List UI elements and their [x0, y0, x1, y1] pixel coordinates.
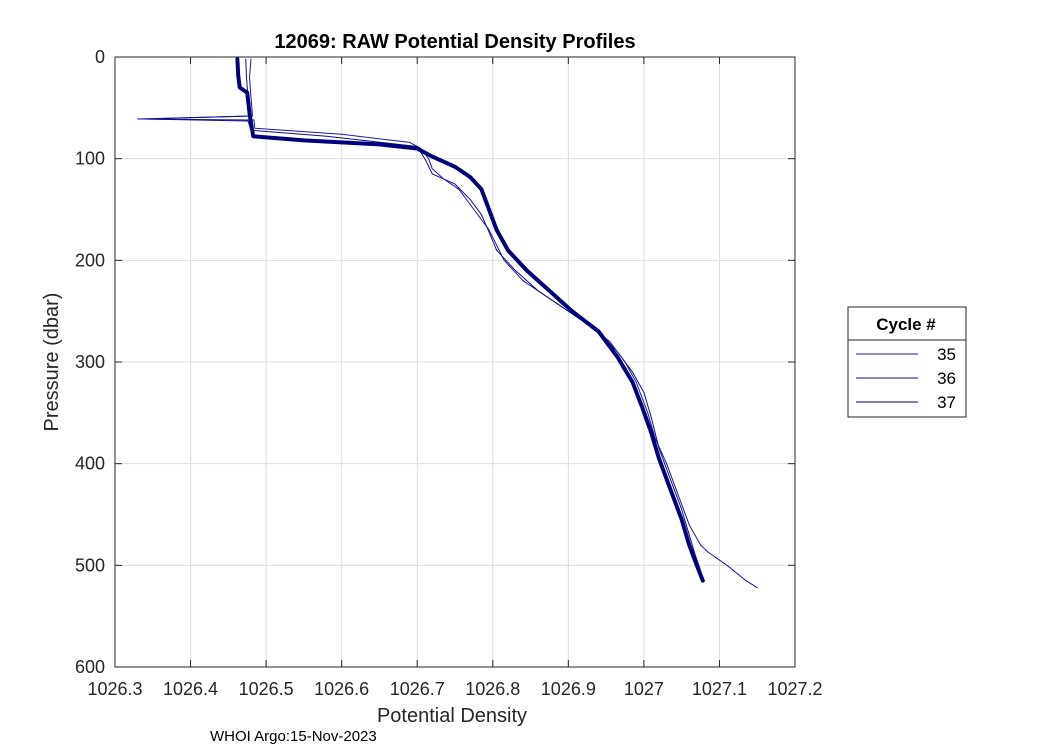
series-line-37: [235, 57, 705, 583]
legend-box: [847, 306, 967, 418]
legend-entries: 35 36 37: [856, 345, 956, 412]
x-tick-label: 1027.2: [767, 679, 822, 699]
x-tick-label: 1026.6: [314, 679, 369, 699]
x-tick-label: 1026.5: [239, 679, 294, 699]
y-tick-label: 600: [75, 657, 105, 677]
y-tick-label: 200: [75, 250, 105, 270]
x-tick-label: 1026.9: [541, 679, 596, 699]
x-axis-label: Potential Density: [377, 705, 527, 727]
series-line-35: [137, 58, 758, 589]
legend-title: Cycle #: [876, 315, 936, 334]
y-tick-label: 500: [75, 555, 105, 575]
legend-label-35: 35: [937, 345, 956, 364]
series-line-36: [144, 58, 702, 571]
y-axis-label: Pressure (dbar): [41, 293, 63, 432]
x-tick-label: 1026.3: [87, 679, 142, 699]
x-tick-label: 1026.8: [465, 679, 520, 699]
y-tick-label: 100: [75, 149, 105, 169]
x-tick-label: 1026.4: [163, 679, 218, 699]
y-tick-label: 300: [75, 352, 105, 372]
legend-label-36: 36: [937, 369, 956, 388]
y-tick-label: 0: [95, 47, 105, 67]
chart-title: 12069: RAW Potential Density Profiles: [274, 31, 635, 53]
legend-label-37: 37: [937, 393, 956, 412]
grid: [115, 57, 795, 667]
x-tick-label: 1026.7: [390, 679, 445, 699]
legend: Cycle # 35 36 37: [847, 306, 967, 418]
series-layer: [137, 57, 758, 589]
footer-credit: WHOI Argo:15-Nov-2023: [210, 728, 377, 745]
x-tick-label: 1027: [624, 679, 664, 699]
y-tick-label: 400: [75, 454, 105, 474]
ticks: 1026.3 1026.4 1026.5 1026.6 1026.7 1026.8 1026…: [75, 47, 823, 699]
x-tick-label: 1027.1: [692, 679, 747, 699]
